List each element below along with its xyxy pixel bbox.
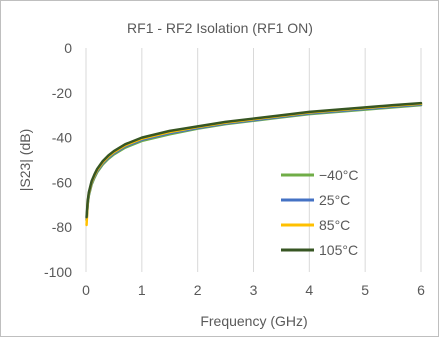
- legend: −40°C 25°C 85°C 105°C: [281, 167, 358, 258]
- x-axis-title: Frequency (GHz): [200, 313, 307, 329]
- x-tick-label: 6: [417, 282, 425, 298]
- y-tick-label: -40: [52, 130, 72, 146]
- legend-label-3: 105°C: [319, 242, 358, 258]
- legend-label-1: 25°C: [319, 192, 350, 208]
- x-tick-label: 4: [305, 282, 313, 298]
- x-tick-label: 3: [250, 282, 258, 298]
- x-tick-label: 1: [138, 282, 146, 298]
- axis-layer: 0 1 2 3 4 5 6 0 -20 -40 -60 -80 -100: [44, 40, 425, 298]
- y-axis-title: |S23| (dB): [17, 129, 33, 192]
- x-tick-label: 5: [361, 282, 369, 298]
- y-tick-label: -20: [52, 85, 72, 101]
- series-line-3: [85, 101, 423, 219]
- grid-layer: [141, 48, 422, 272]
- series-layer: [85, 101, 423, 227]
- y-tick-label: -80: [52, 219, 72, 235]
- y-tick-label: -100: [44, 264, 72, 280]
- x-tick-label: 2: [194, 282, 202, 298]
- x-tick-label: 0: [82, 282, 90, 298]
- chart-title: RF1 - RF2 Isolation (RF1 ON): [127, 20, 313, 36]
- y-tick-label: 0: [64, 40, 72, 56]
- y-tick-label: -60: [52, 174, 72, 190]
- legend-label-0: −40°C: [319, 167, 358, 183]
- legend-label-2: 85°C: [319, 217, 350, 233]
